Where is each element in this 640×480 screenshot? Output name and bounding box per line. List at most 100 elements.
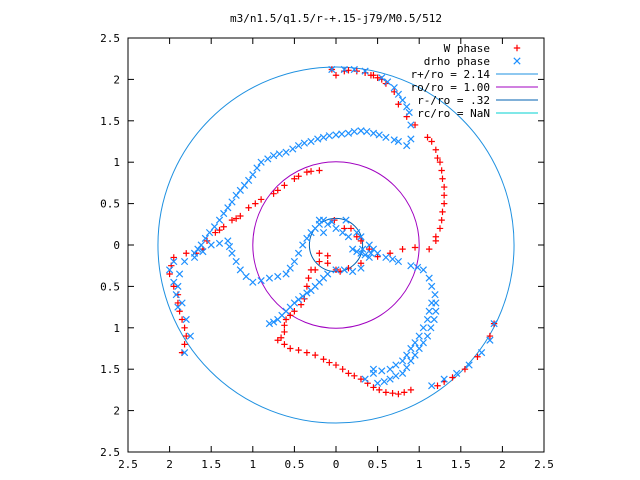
x-tick-label: 0 xyxy=(333,458,340,471)
drho-phase-point xyxy=(398,96,407,104)
drho-phase-point xyxy=(339,228,347,237)
drho-phase-point xyxy=(228,249,236,257)
w-phase-point xyxy=(282,316,290,323)
drho-phase-point xyxy=(165,266,174,274)
drho-phase-point xyxy=(249,170,257,179)
drho-phase-point xyxy=(398,369,407,377)
y-tick-label: 2 xyxy=(113,405,120,418)
w-phase-point xyxy=(411,121,419,129)
legend-marker xyxy=(513,57,521,65)
drho-phase-point xyxy=(419,266,427,274)
legend-label: rc/ro = NaN xyxy=(417,107,490,120)
drho-phase-point xyxy=(194,245,202,253)
w-phase-point xyxy=(303,349,311,356)
legend-marker xyxy=(513,44,521,52)
drho-phase-point xyxy=(349,267,357,276)
drho-phase-point xyxy=(407,262,415,270)
drho-phase-point xyxy=(378,74,386,82)
w-phase-point xyxy=(303,168,311,176)
w-phase-point xyxy=(436,225,444,232)
w-phase-point xyxy=(438,167,445,174)
drho-phase-point xyxy=(415,332,423,340)
drho-phase-point xyxy=(403,363,411,372)
drho-phase-point xyxy=(242,272,250,281)
w-phase-point xyxy=(382,389,390,396)
y-tick-label: 2.5 xyxy=(100,32,120,45)
w-phase-point xyxy=(307,168,315,175)
drho-phase-point xyxy=(378,367,386,375)
drho-phase-point xyxy=(392,372,400,380)
drho-phase-point xyxy=(303,234,311,243)
drho-phase-point xyxy=(403,142,411,150)
w-phase-point xyxy=(439,208,446,216)
drho-phase-point xyxy=(407,121,415,129)
drho-phase-point xyxy=(353,228,361,237)
w-phase-point xyxy=(434,154,441,162)
drho-phase-point xyxy=(264,155,272,163)
chart-title: m3/n1.5/q1.5/r-+.15-j79/M0.5/512 xyxy=(230,12,442,25)
w-phase-point xyxy=(401,389,408,396)
w-phase-point xyxy=(257,196,265,203)
w-phase-point xyxy=(324,260,331,267)
drho-phase-point xyxy=(332,131,340,139)
drho-phase-point xyxy=(411,339,419,347)
drho-phase-point xyxy=(269,318,278,326)
drho-phase-point xyxy=(394,257,403,266)
w-phase-point xyxy=(424,134,431,141)
drho-phase-point xyxy=(210,223,219,231)
w-phase-point xyxy=(320,356,327,363)
drho-phase-point xyxy=(394,137,403,146)
drho-phase-point xyxy=(342,216,350,224)
w-phase-point xyxy=(170,254,177,261)
drho-phase-point xyxy=(253,164,261,172)
drho-phase-point xyxy=(349,245,357,253)
w-phase-point xyxy=(166,270,173,278)
drho-phase-point xyxy=(325,132,333,140)
x-tick-label: 1.5 xyxy=(201,458,221,471)
drho-phase-point xyxy=(361,67,369,75)
w-phase-point xyxy=(181,341,188,348)
drho-phase-point xyxy=(407,344,415,353)
drho-phase-point xyxy=(390,136,398,144)
w-phase-point xyxy=(316,250,323,257)
w-phase-point xyxy=(291,308,298,315)
w-phase-point xyxy=(486,332,494,340)
drho-phase-point xyxy=(490,320,498,328)
w-phase-point xyxy=(353,233,360,240)
drho-phase-point xyxy=(205,228,214,237)
drho-phase-point xyxy=(386,375,394,383)
drho-phase-point xyxy=(236,266,244,274)
radius-circle xyxy=(252,161,420,329)
y-tick-label: 1 xyxy=(113,322,120,335)
drho-phase-point xyxy=(394,90,403,98)
w-phase-point xyxy=(295,173,302,180)
drho-phase-point xyxy=(369,129,378,137)
drho-phase-point xyxy=(413,263,422,271)
w-phase-point xyxy=(232,215,240,222)
w-phase-point xyxy=(407,386,415,394)
drho-phase-point xyxy=(386,365,394,373)
w-phase-point xyxy=(252,200,259,207)
drho-phase-point xyxy=(294,296,303,304)
drho-phase-point xyxy=(314,135,322,143)
w-phase-point xyxy=(399,245,406,253)
drho-phase-point xyxy=(286,264,294,272)
w-phase-point xyxy=(357,260,365,267)
drho-phase-point xyxy=(201,234,210,243)
drho-phase-point xyxy=(215,216,224,224)
drho-phase-point xyxy=(423,315,432,324)
drho-phase-point xyxy=(427,324,435,332)
x-tick-label: 1.5 xyxy=(451,458,471,471)
drho-phase-point xyxy=(290,257,299,266)
drho-phase-point xyxy=(363,127,371,136)
drho-phase-point xyxy=(357,127,365,135)
radius-circle xyxy=(157,66,515,424)
w-phase-point xyxy=(281,322,288,329)
drho-phase-point xyxy=(350,127,358,136)
drho-phase-point xyxy=(190,253,199,262)
drho-phase-point xyxy=(403,103,411,111)
drho-phase-point xyxy=(236,186,244,194)
w-phase-point xyxy=(178,316,186,323)
drho-phase-point xyxy=(369,245,378,253)
w-phase-point xyxy=(312,351,319,359)
